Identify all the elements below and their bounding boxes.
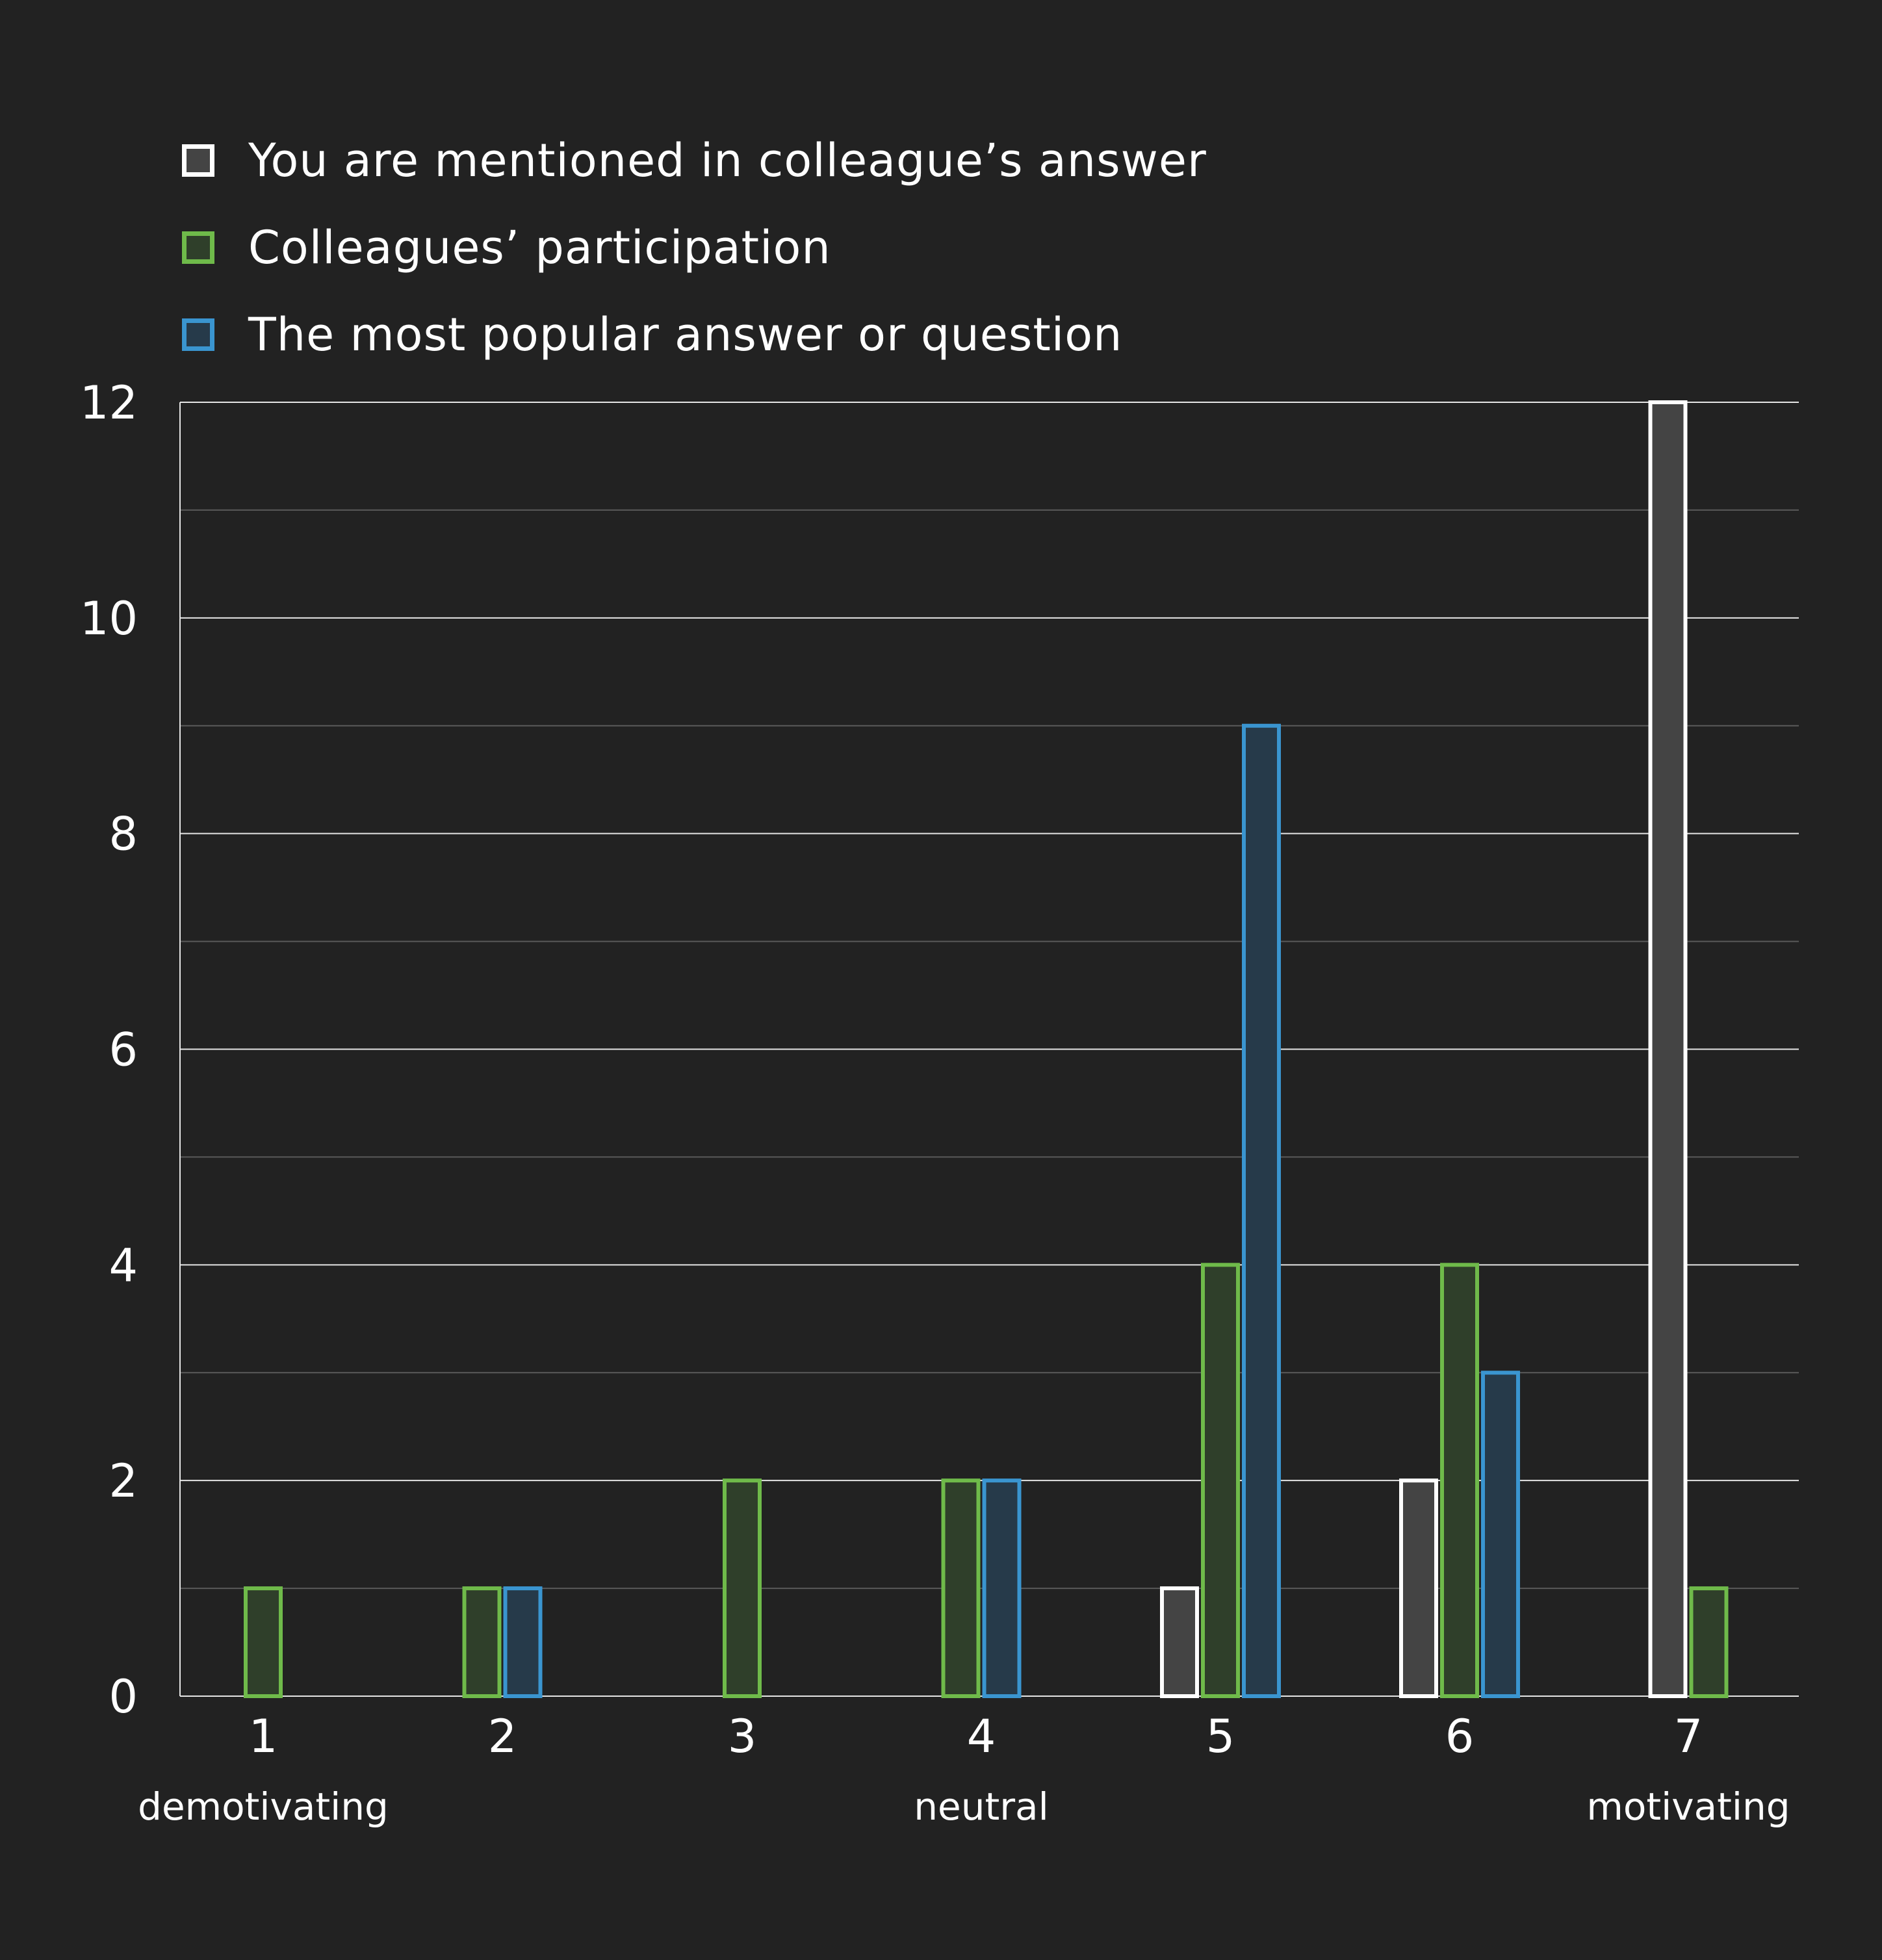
x-tick-label: 1: [249, 1710, 278, 1763]
y-tick-label: 8: [109, 808, 138, 861]
legend-label-participation: Colleagues’ participation: [248, 221, 831, 274]
x-sublabel: neutral: [914, 1785, 1048, 1829]
y-tick-label: 10: [80, 592, 138, 645]
bar-popular-2: [503, 1586, 543, 1698]
bar-popular-4: [982, 1478, 1022, 1699]
bar-participation-4: [941, 1478, 981, 1699]
bar-participation-1: [244, 1586, 283, 1698]
x-tick-label: 3: [728, 1710, 757, 1763]
bar-participation-6: [1440, 1263, 1479, 1699]
y-tick-label: 0: [109, 1670, 138, 1723]
bar-participation-5: [1201, 1263, 1240, 1699]
legend: You are mentioned in colleague’s answer …: [182, 117, 1207, 378]
bar-mentioned-5: [1160, 1586, 1199, 1698]
x-tick-label: 2: [488, 1710, 517, 1763]
x-tick-label: 6: [1445, 1710, 1475, 1763]
bar-participation-3: [723, 1478, 762, 1699]
y-tick-label: 6: [109, 1024, 138, 1077]
legend-item-popular: The most popular answer or question: [182, 291, 1207, 378]
x-sublabel: motivating: [1586, 1785, 1790, 1829]
x-tick-label: 7: [1674, 1710, 1703, 1763]
legend-swatch-popular: [182, 318, 214, 351]
x-sublabel: demotivating: [138, 1785, 389, 1829]
y-tick-label: 4: [109, 1239, 138, 1292]
bar-popular-6: [1481, 1371, 1520, 1698]
x-tick-label: 5: [1206, 1710, 1235, 1763]
y-tick-label: 2: [109, 1454, 138, 1508]
bar-mentioned-6: [1399, 1478, 1438, 1699]
bar-popular-5: [1242, 723, 1281, 1698]
bar-participation-7: [1689, 1586, 1729, 1698]
legend-label-popular: The most popular answer or question: [248, 308, 1123, 361]
bar-participation-2: [462, 1586, 502, 1698]
y-tick-label: 12: [80, 376, 138, 430]
bar-mentioned-7: [1648, 400, 1688, 1698]
legend-swatch-mentioned: [182, 144, 214, 177]
legend-swatch-participation: [182, 231, 214, 264]
legend-item-mentioned: You are mentioned in colleague’s answer: [182, 117, 1207, 204]
legend-label-mentioned: You are mentioned in colleague’s answer: [248, 134, 1207, 187]
x-tick-label: 4: [967, 1710, 996, 1763]
legend-item-participation: Colleagues’ participation: [182, 204, 1207, 291]
